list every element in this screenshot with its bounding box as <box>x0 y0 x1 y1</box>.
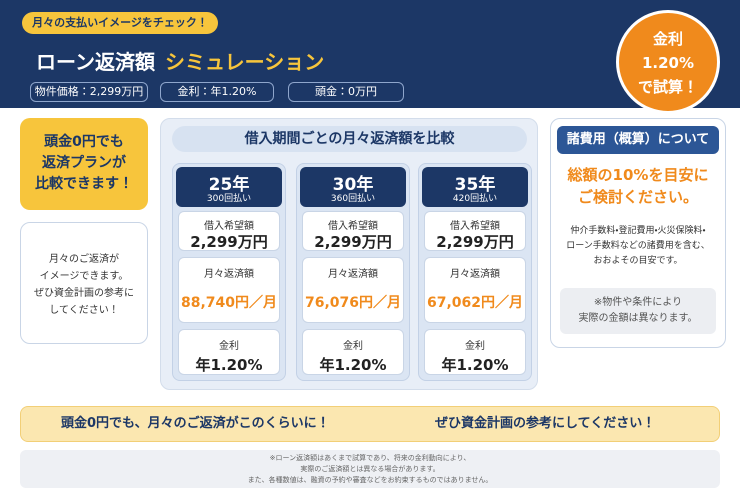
loan-box: 借入希望額 2,299万円 <box>178 211 280 251</box>
loan-value: 2,299万円 <box>314 233 392 251</box>
plan-header: 35年 420回払い <box>422 167 528 207</box>
comparison-title: 借入期間ごとの月々返済額を比較 <box>172 126 527 152</box>
rate-box: 金利年1.20% <box>424 329 526 375</box>
monthly-value: 67,062円／月 <box>426 295 524 311</box>
text-line: 総額の10%を目安に <box>567 166 709 184</box>
title-main: ローン返済額 <box>36 50 155 74</box>
monthly-box: 月々返済額 88,740円／月 <box>178 257 280 323</box>
plan-header: 30年 360回払い <box>300 167 406 207</box>
loan-box: 借入希望額 2,299万円 <box>424 211 526 251</box>
rate-label: 金利 <box>343 341 363 352</box>
condition: 物件価格：2,299万円 <box>30 82 148 102</box>
highlight-card: 頭金0円でも 返済プランが 比較できます！ <box>20 118 148 210</box>
footnote: ※ローン返済額はあくまで試算であり、将来の金利動向により、 実際のご返済額とは異… <box>20 450 720 488</box>
banner-text: 頭金0円でも、月々のご返済がこのくらいに！ <box>61 416 330 431</box>
text-line: してください！ <box>49 305 119 316</box>
text-line: 仲介手数料・登記費用・火災保険料・ <box>570 226 706 236</box>
rate-box: 金利年1.20% <box>302 329 404 375</box>
plan-payments: 420回払い <box>452 194 498 204</box>
text-line: 月々のご返済が <box>49 254 119 265</box>
note-card: 月々のご返済が イメージできます。 ぜひ資金計画の参考に してください！ <box>20 222 148 344</box>
monthly-label: 月々返済額 <box>204 269 254 280</box>
text-line: また、各種数値は、融資の予約や審査などをお約束するものではありません。 <box>247 476 493 484</box>
rate-value: 年1.20% <box>195 356 263 374</box>
monthly-value: 88,740円／月 <box>180 295 278 311</box>
rate-box: 金利年1.20% <box>178 329 280 375</box>
condition: 頭金：0万円 <box>288 82 404 102</box>
loan-value: 2,299万円 <box>436 233 514 251</box>
costs-body: 仲介手数料・登記費用・火災保険料・ ローン手数料などの諸費用を含む、 おおよその… <box>550 224 726 269</box>
circle-line: で試算！ <box>637 78 698 96</box>
costs-title: 諸費用（概算）について <box>557 126 719 154</box>
monthly-value: 76,076円／月 <box>304 295 402 311</box>
plan-payments: 360回払い <box>330 194 376 204</box>
loan-label: 借入希望額 <box>328 221 378 232</box>
monthly-label: 月々返済額 <box>328 269 378 280</box>
text-line: 返済プランが <box>42 155 126 171</box>
title-highlight: シミュレーション <box>165 50 325 74</box>
rate-label: 金利 <box>465 341 485 352</box>
text-line: ローン手数料などの諸費用を含む、 <box>566 241 710 251</box>
text-line: イメージできます。 <box>39 271 129 282</box>
plan-payments: 300回払い <box>206 194 252 204</box>
condition: 金利：年1.20% <box>160 82 274 102</box>
monthly-label: 月々返済額 <box>450 269 500 280</box>
plan-term: 35年 <box>454 175 496 195</box>
loan-label: 借入希望額 <box>204 221 254 232</box>
costs-card <box>550 118 726 348</box>
rate-label: 金利 <box>219 341 239 352</box>
banner-text: ぜひ資金計画の参考にしてください！ <box>435 416 656 431</box>
title: ローン返済額 シミュレーション <box>36 46 324 75</box>
circle-line: 金利 <box>652 30 683 48</box>
rate-value: 年1.20% <box>441 356 509 374</box>
plan-term: 30年 <box>332 175 374 195</box>
rate-circle: 金利 1.20% で試算！ <box>616 10 720 114</box>
costs-note: ※物件や条件により 実際の金額は異なります。 <box>560 288 716 334</box>
text-line: 頭金0円でも <box>44 134 124 150</box>
circle-line: 1.20% <box>641 54 695 72</box>
text-line: ※ローン返済額はあくまで試算であり、将来の金利動向により、 <box>269 454 471 462</box>
text-line: ぜひ資金計画の参考に <box>34 288 134 299</box>
costs-headline: 総額の10%を目安に ご検討ください。 <box>550 164 726 208</box>
monthly-box: 月々返済額 67,062円／月 <box>424 257 526 323</box>
loan-value: 2,299万円 <box>190 233 268 251</box>
loan-box: 借入希望額 2,299万円 <box>302 211 404 251</box>
text-line: ※物件や条件により <box>593 297 683 308</box>
loan-label: 借入希望額 <box>450 221 500 232</box>
text-line: 比較できます！ <box>35 176 133 192</box>
text-line: ご検討ください。 <box>577 188 698 206</box>
banner: 頭金0円でも、月々のご返済がこのくらいに！ ぜひ資金計画の参考にしてください！ <box>20 406 720 442</box>
rate-value: 年1.20% <box>319 356 387 374</box>
badge: 月々の支払いイメージをチェック！ <box>22 12 218 34</box>
text-line: 実際の金額は異なります。 <box>578 313 698 324</box>
text-line: 実際のご返済額とは異なる場合があります。 <box>300 465 440 473</box>
plan-header: 25年 300回払い <box>176 167 282 207</box>
text-line: おおよその目安です。 <box>593 256 683 266</box>
plan-term: 25年 <box>208 175 250 195</box>
monthly-box: 月々返済額 76,076円／月 <box>302 257 404 323</box>
